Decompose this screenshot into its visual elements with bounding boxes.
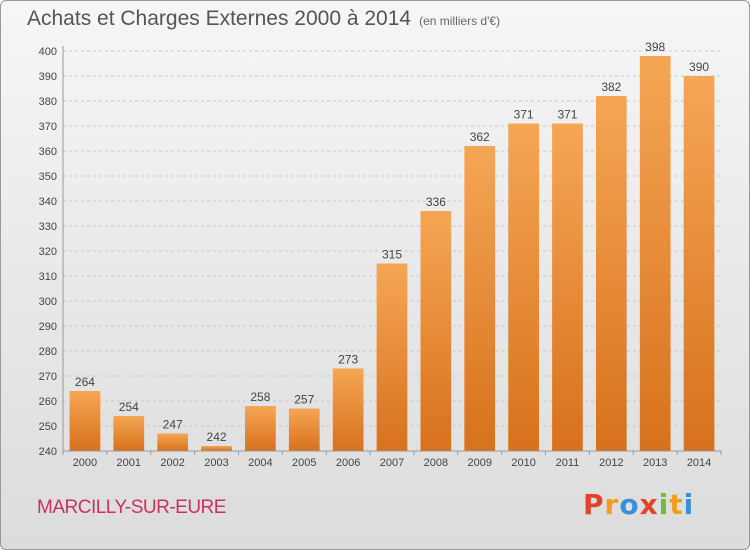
bar-2005: [288, 408, 320, 451]
bar-2008: [420, 211, 452, 451]
x-tick-label-2011: 2011: [556, 457, 580, 469]
bar-2009: [464, 146, 496, 451]
logo-letter: t: [669, 488, 684, 521]
x-tick-label-2002: 2002: [160, 457, 184, 469]
data-label-2000: 264: [75, 375, 95, 389]
y-tick-label: 350: [39, 171, 57, 183]
logo-letter: o: [619, 488, 640, 521]
data-label-2012: 382: [601, 80, 621, 94]
bar-2010: [508, 123, 539, 451]
bar-2013: [639, 56, 671, 451]
data-label-2003: 242: [207, 430, 227, 444]
bar-2001: [113, 416, 145, 451]
bar-2006: [332, 368, 364, 451]
y-tick-label: 370: [39, 121, 57, 133]
bar-2012: [595, 96, 627, 451]
y-tick-label: 260: [39, 396, 57, 408]
y-tick-label: 310: [39, 271, 57, 283]
logo-letter: P: [583, 488, 605, 521]
y-tick-label: 240: [39, 446, 57, 458]
data-label-2004: 258: [250, 390, 270, 404]
data-label-2008: 336: [426, 195, 446, 209]
data-label-2005: 257: [294, 393, 314, 407]
x-tick-label-2001: 2001: [117, 457, 141, 469]
chart-title-text: Achats et Charges Externes 2000 à 2014: [27, 7, 412, 30]
logo-letter: i: [658, 488, 670, 521]
data-label-2001: 254: [119, 400, 139, 414]
logo-letter: i: [683, 488, 695, 521]
y-tick-label: 290: [39, 321, 57, 333]
y-tick-label: 400: [39, 46, 57, 58]
x-tick-label-2013: 2013: [643, 457, 667, 469]
y-tick-label: 390: [39, 71, 57, 83]
x-tick-label-2006: 2006: [336, 457, 360, 469]
data-label-2014: 390: [689, 60, 709, 74]
y-tick-label: 250: [39, 421, 57, 433]
bars: [69, 56, 715, 451]
bar-2014: [683, 76, 715, 451]
city-name: MARCILLY-SUR-EURE: [37, 497, 226, 518]
x-tick-label-2004: 2004: [248, 457, 272, 469]
x-tick-label-2012: 2012: [599, 457, 623, 469]
bar-2007: [376, 263, 408, 451]
chart-subtitle: (en milliers d'€): [419, 14, 501, 28]
chart-title: Achats et Charges Externes 2000 à 2014 (e…: [27, 7, 500, 31]
y-tick-label: 270: [39, 371, 57, 383]
y-tick-label: 330: [39, 221, 57, 233]
y-tick-label: 320: [39, 246, 57, 258]
proxiti-logo: Proxiti: [583, 488, 694, 521]
data-label-2009: 362: [470, 130, 490, 144]
data-label-2006: 273: [338, 353, 358, 367]
data-label-2013: 398: [645, 40, 665, 54]
x-tick-label-2005: 2005: [292, 457, 316, 469]
y-tick-label: 380: [39, 96, 57, 108]
x-tick-label-2000: 2000: [73, 457, 97, 469]
y-tick-label: 360: [39, 146, 57, 158]
axes: 240 250 260 270 280 290 300 310 320 330 340 350 360 3…: [39, 46, 722, 469]
data-label-2002: 247: [163, 418, 183, 432]
bar-2011: [552, 123, 583, 451]
y-tick-label: 300: [39, 296, 57, 308]
x-tick-label-2003: 2003: [204, 457, 228, 469]
x-tick-label-2007: 2007: [380, 457, 404, 469]
bar-2003: [201, 446, 232, 451]
logo-letter: x: [639, 488, 659, 521]
y-tick-label: 340: [39, 196, 57, 208]
x-tick-label-2008: 2008: [424, 457, 448, 469]
bar-2000: [69, 391, 101, 451]
data-label-2007: 315: [382, 248, 402, 262]
data-labels: 264 254 247 242 258 257 273 315 336 362 371 371 382 3…: [75, 40, 709, 444]
x-tick-label-2009: 2009: [467, 457, 491, 469]
logo-letter: r: [604, 488, 620, 521]
bar-2002: [157, 433, 189, 451]
x-tick-label-2010: 2010: [511, 457, 535, 469]
y-tick-label: 280: [39, 346, 57, 358]
data-label-2010: 371: [514, 108, 534, 122]
data-label-2011: 371: [557, 108, 577, 122]
bar-2004: [245, 406, 276, 451]
x-tick-label-2014: 2014: [687, 457, 711, 469]
